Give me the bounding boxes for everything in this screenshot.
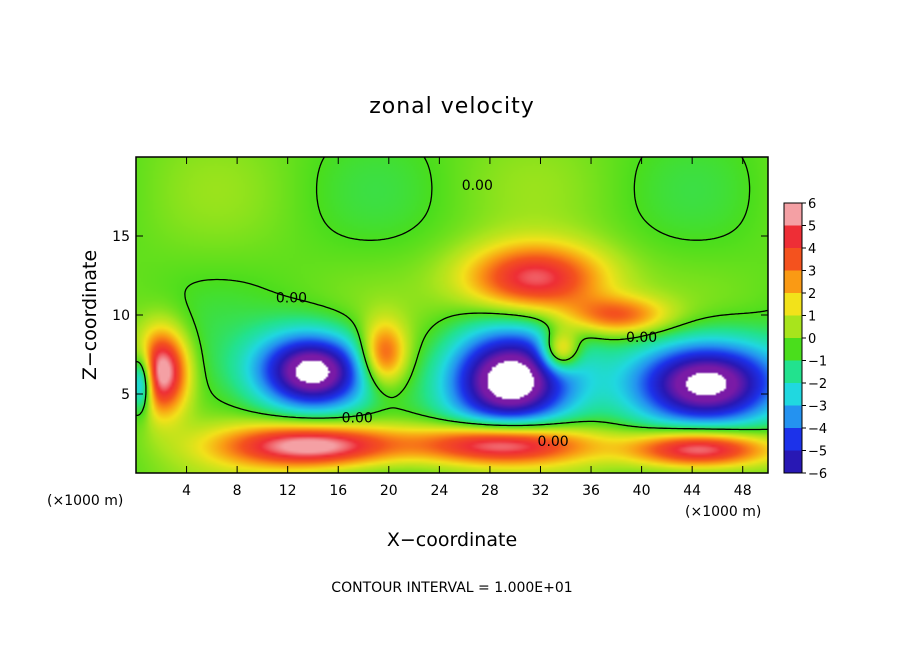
colorbar-label: −6 [808, 467, 827, 482]
contour-label: 0.00 [538, 434, 569, 450]
colorbar-label: 4 [808, 242, 816, 257]
colorbar-swatch [784, 383, 802, 406]
colorbar-swatch [784, 270, 802, 294]
x-tick-label: 32 [532, 483, 550, 499]
colorbar-label: 3 [808, 265, 816, 280]
colorbar-swatch [784, 315, 802, 339]
y-tick-label: 10 [112, 308, 130, 324]
contour-labels: 0.00 0.00 0.00 0.00 0.00 [276, 178, 657, 450]
x-axis-ticks: 4 8 12 16 20 24 28 32 36 40 44 48 [182, 157, 752, 499]
x-unit-right: (×1000 m) [685, 504, 761, 520]
colorbar-label: −4 [808, 422, 827, 437]
contour-label: 0.00 [342, 410, 373, 426]
x-tick-label: 4 [182, 483, 191, 499]
x-axis-label: X−coordinate [387, 529, 517, 551]
velocity-field-image [136, 157, 768, 473]
colorbar-swatch [784, 248, 802, 271]
contour-label: 0.00 [462, 178, 493, 194]
x-tick-label: 28 [481, 483, 499, 499]
contour-lines [136, 157, 768, 431]
colorbar-swatch [784, 360, 802, 384]
colorbar-label: −5 [808, 445, 827, 460]
x-unit-left: (×1000 m) [47, 493, 123, 509]
colorbar-swatch [784, 338, 802, 361]
colorbar-label: 6 [808, 197, 816, 212]
x-tick-label: 24 [430, 483, 448, 499]
colorbar: 6 5 4 3 2 1 0 −1 −2 −3 −4 −5 −6 [783, 197, 827, 482]
x-tick-label: 36 [582, 483, 600, 499]
contour-label: 0.00 [626, 330, 657, 346]
x-tick-label: 16 [329, 483, 347, 499]
colorbar-swatch [784, 405, 802, 429]
colorbar-label: 2 [808, 287, 816, 302]
contour-interval-note: CONTOUR INTERVAL = 1.000E+01 [331, 580, 572, 596]
colorbar-label: −1 [808, 355, 827, 370]
colorbar-swatch [784, 450, 802, 474]
x-tick-label: 40 [633, 483, 651, 499]
x-tick-label: 44 [683, 483, 701, 499]
y-axis-ticks: 5 10 15 [112, 229, 768, 403]
y-tick-label: 5 [121, 387, 130, 403]
x-tick-label: 48 [734, 483, 752, 499]
colorbar-label: −3 [808, 400, 827, 415]
chart-title: zonal velocity [369, 94, 535, 119]
colorbar-swatch [784, 225, 802, 249]
plot-area [136, 157, 768, 473]
x-tick-label: 20 [380, 483, 398, 499]
colorbar-label: 0 [808, 332, 816, 347]
y-axis-label: Z−coordinate [79, 250, 101, 380]
colorbar-label: 5 [808, 220, 816, 235]
colorbar-swatch [784, 203, 802, 226]
x-tick-label: 12 [279, 483, 297, 499]
colorbar-swatch [784, 293, 802, 316]
contour-label: 0.00 [276, 290, 307, 306]
x-tick-label: 8 [233, 483, 242, 499]
colorbar-label: −2 [808, 377, 827, 392]
colorbar-label: 1 [808, 310, 816, 325]
y-tick-label: 15 [112, 229, 130, 245]
colorbar-swatch [784, 428, 802, 451]
contour-zero [136, 157, 768, 431]
